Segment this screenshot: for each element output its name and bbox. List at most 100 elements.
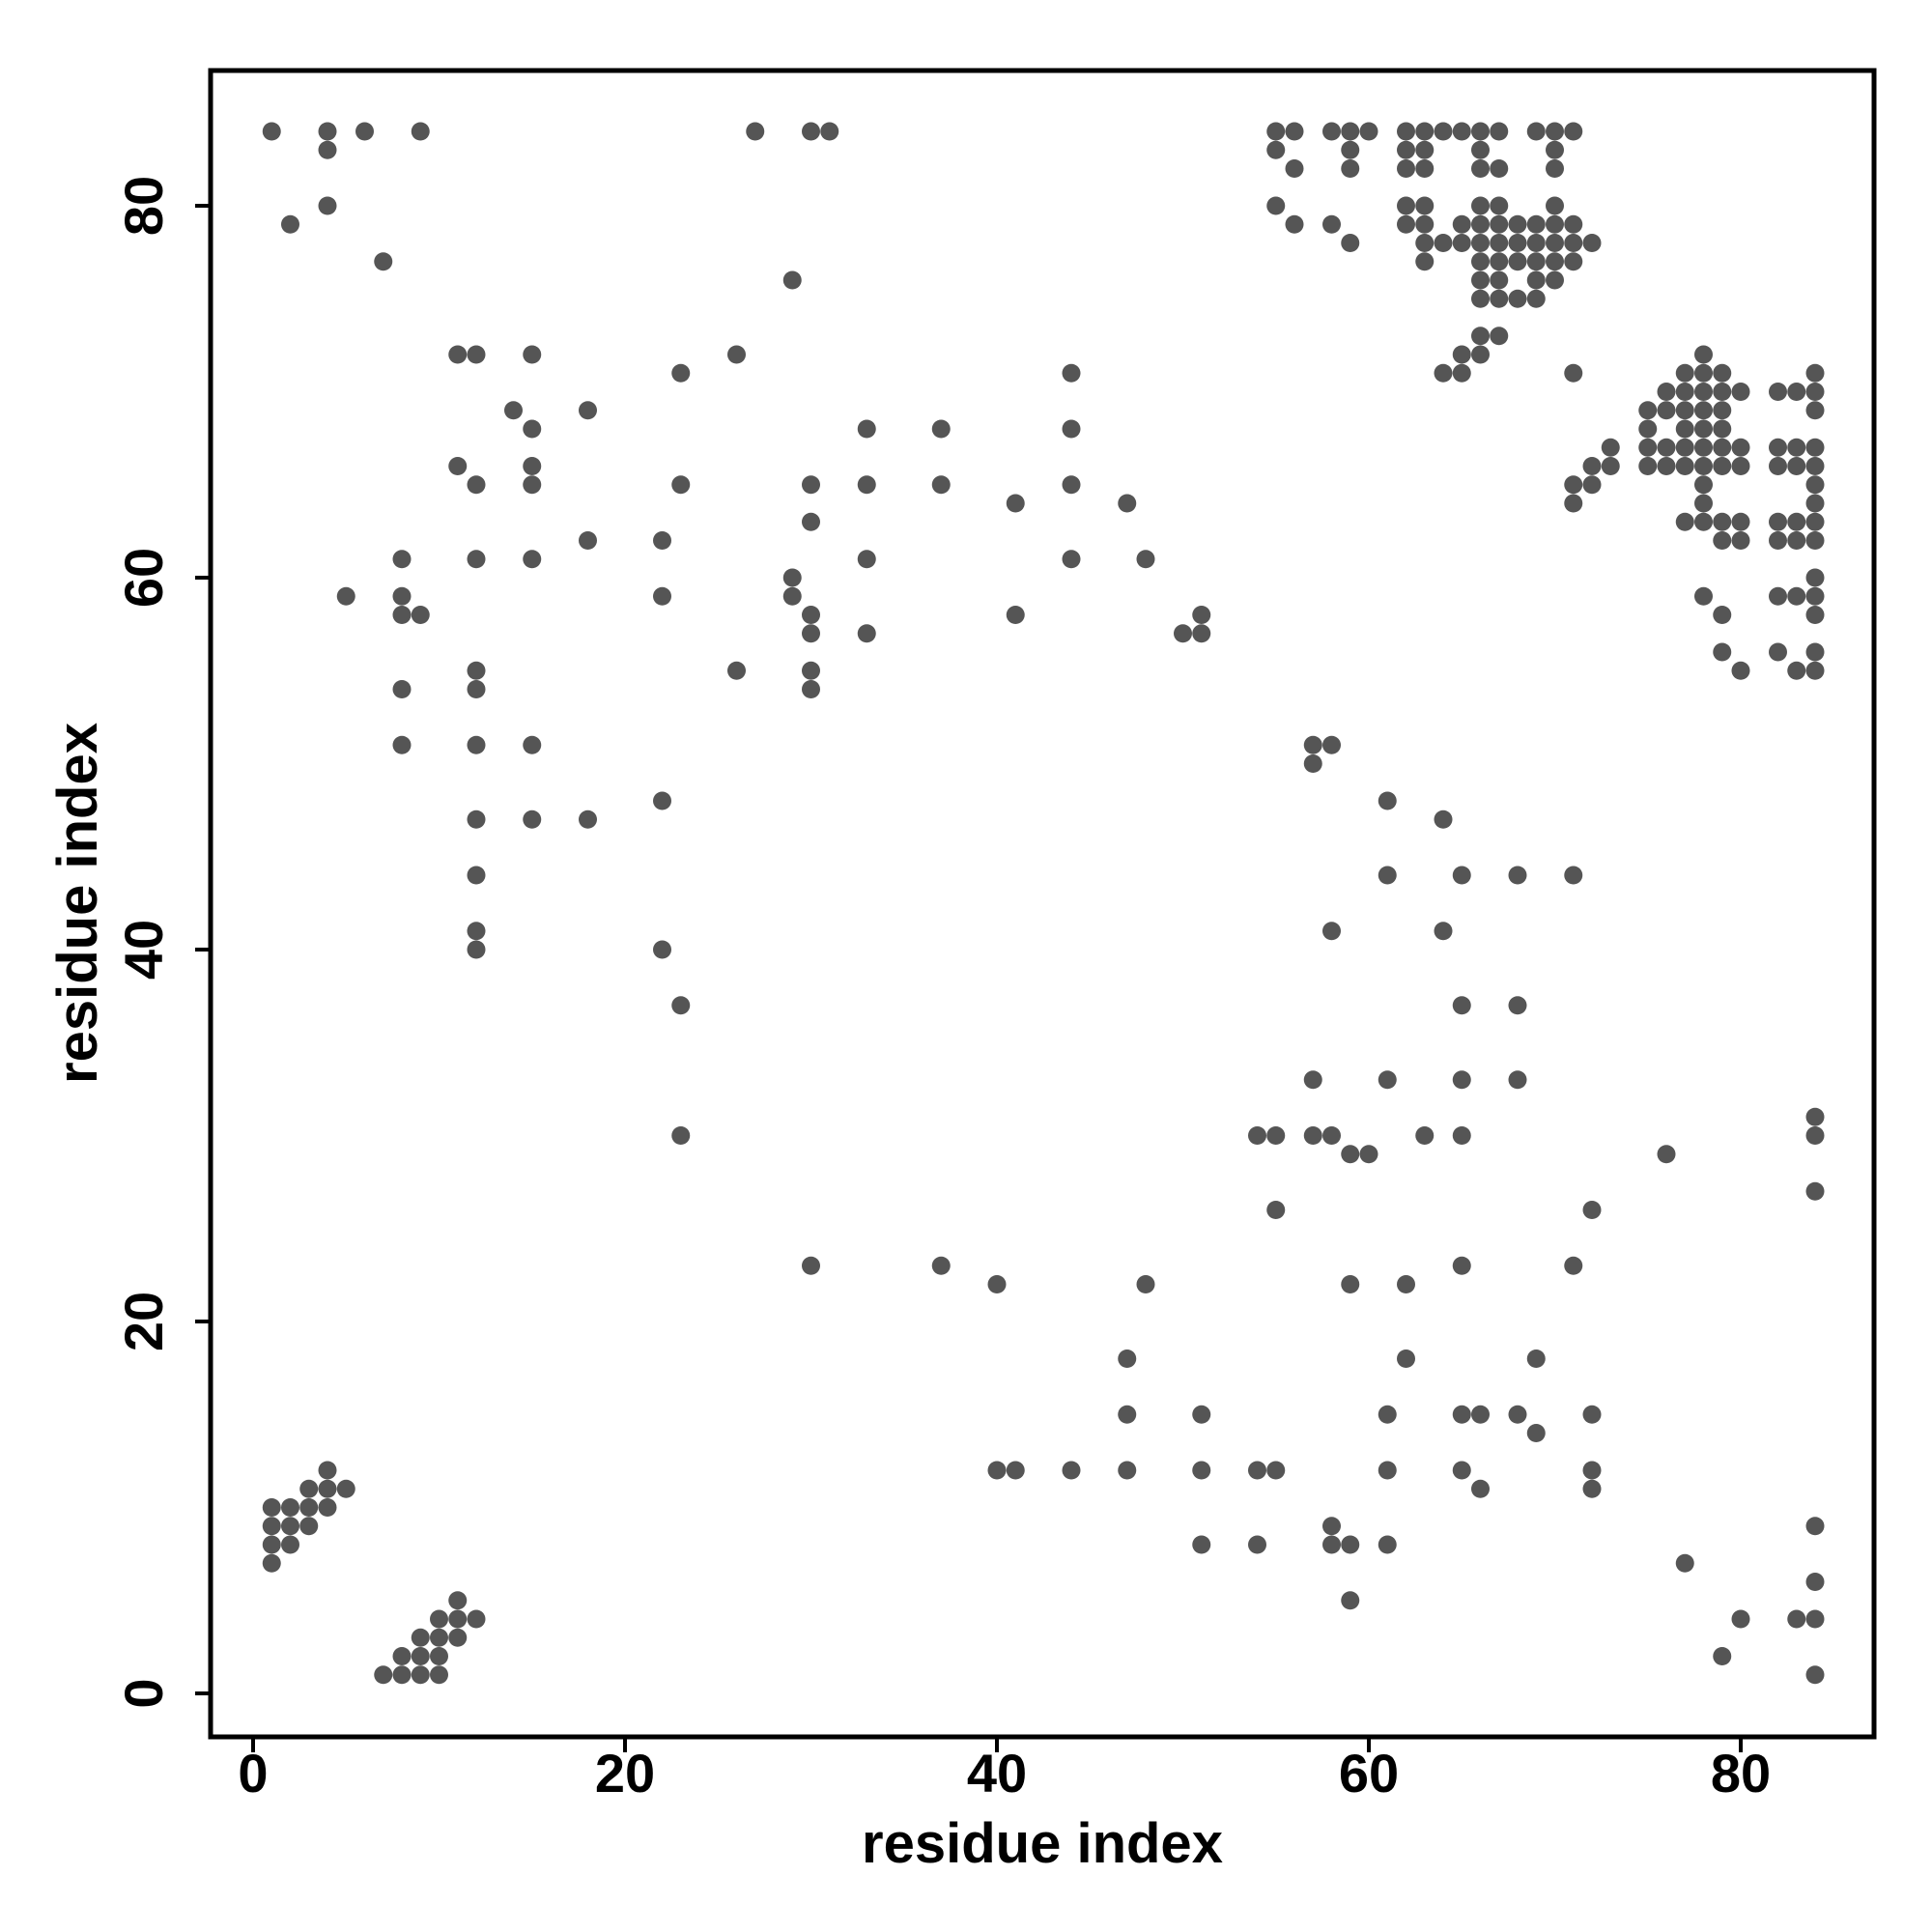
contact-point bbox=[1787, 1609, 1806, 1629]
contact-point bbox=[1564, 494, 1583, 513]
contact-point bbox=[1564, 475, 1583, 495]
contact-point bbox=[1490, 289, 1509, 308]
y-tick-label: 80 bbox=[113, 176, 174, 236]
contact-point bbox=[1805, 457, 1825, 475]
contact-point bbox=[1471, 1479, 1490, 1498]
contact-point bbox=[1805, 1573, 1825, 1591]
contact-point bbox=[1303, 735, 1322, 754]
contact-point bbox=[1713, 419, 1732, 439]
contact-point bbox=[1657, 383, 1676, 401]
contact-point bbox=[1805, 531, 1825, 550]
contact-point bbox=[1546, 140, 1564, 159]
contact-point bbox=[1322, 214, 1341, 234]
contact-point bbox=[1471, 345, 1490, 364]
contact-point bbox=[262, 1553, 281, 1573]
contact-point bbox=[1415, 252, 1435, 271]
contact-point bbox=[1805, 642, 1825, 662]
y-tick-label: 20 bbox=[113, 1292, 174, 1351]
contact-point bbox=[336, 1479, 355, 1498]
contact-point bbox=[1434, 234, 1453, 252]
contact-point bbox=[1508, 866, 1527, 885]
contact-point bbox=[1415, 214, 1435, 234]
contact-point bbox=[727, 345, 746, 364]
contact-point bbox=[1601, 457, 1620, 475]
contact-point bbox=[1415, 159, 1435, 178]
contact-point bbox=[1787, 661, 1806, 680]
contact-point bbox=[467, 661, 486, 680]
contact-point bbox=[579, 401, 597, 420]
contact-point bbox=[1508, 1070, 1527, 1090]
contact-point bbox=[1508, 234, 1527, 252]
contact-point bbox=[392, 1665, 412, 1685]
contact-point bbox=[1490, 159, 1509, 178]
contact-point bbox=[1805, 494, 1825, 513]
contact-point bbox=[1285, 159, 1304, 178]
contact-point bbox=[802, 624, 820, 643]
x-tick-label: 60 bbox=[1339, 1743, 1399, 1804]
contact-point bbox=[467, 735, 486, 754]
contact-point bbox=[1713, 642, 1732, 662]
contact-point bbox=[1452, 1461, 1471, 1480]
contact-point bbox=[1564, 866, 1583, 885]
contact-point bbox=[262, 1517, 281, 1536]
contact-point bbox=[411, 122, 430, 141]
contact-point bbox=[1118, 1350, 1137, 1368]
contact-point bbox=[318, 140, 337, 159]
contact-point bbox=[857, 475, 876, 495]
contact-point bbox=[1805, 475, 1825, 495]
contact-point bbox=[1526, 234, 1546, 252]
contact-point bbox=[336, 586, 355, 606]
contact-point bbox=[430, 1665, 448, 1685]
contact-point bbox=[1805, 1107, 1825, 1126]
contact-point bbox=[1731, 512, 1750, 531]
contact-point bbox=[1675, 457, 1694, 475]
contact-point bbox=[802, 122, 820, 141]
contact-point bbox=[1508, 214, 1527, 234]
contact-point bbox=[931, 475, 951, 495]
contact-point bbox=[523, 735, 542, 754]
contact-point bbox=[1787, 531, 1806, 550]
contact-point bbox=[504, 401, 523, 420]
contact-point bbox=[653, 940, 671, 959]
contact-point bbox=[1769, 457, 1787, 475]
contact-point bbox=[392, 680, 412, 698]
contact-point bbox=[1564, 234, 1583, 252]
contact-point bbox=[1266, 140, 1286, 159]
contact-point bbox=[1526, 289, 1546, 308]
contact-point bbox=[1582, 475, 1602, 495]
contact-point bbox=[987, 1461, 1007, 1480]
contact-point bbox=[1675, 401, 1694, 420]
contact-point bbox=[802, 1256, 820, 1275]
contact-point bbox=[523, 345, 542, 364]
contact-point bbox=[931, 1256, 951, 1275]
contact-point bbox=[727, 661, 746, 680]
contact-point bbox=[1546, 196, 1564, 215]
contact-point bbox=[1805, 512, 1825, 531]
contact-point bbox=[1452, 234, 1471, 252]
x-axis: 0 20 40 60 80 bbox=[238, 1735, 1771, 1804]
contact-point bbox=[1397, 140, 1415, 159]
contact-point bbox=[1266, 122, 1286, 141]
contact-point bbox=[579, 810, 597, 829]
contact-point bbox=[1731, 438, 1750, 457]
contact-point bbox=[1378, 1405, 1397, 1424]
contact-point bbox=[1694, 438, 1713, 457]
contact-point bbox=[1452, 996, 1471, 1015]
contact-point bbox=[1582, 457, 1602, 475]
contact-point bbox=[1397, 159, 1415, 178]
contact-point bbox=[1303, 1070, 1322, 1090]
contact-point bbox=[1490, 234, 1509, 252]
contact-point bbox=[1341, 234, 1360, 252]
contact-point bbox=[467, 810, 486, 829]
contact-point bbox=[1397, 1350, 1415, 1368]
contact-point bbox=[1805, 401, 1825, 420]
contact-point bbox=[1136, 550, 1155, 569]
contact-point bbox=[1805, 1609, 1825, 1629]
contact-point bbox=[1526, 270, 1546, 290]
contact-point bbox=[1582, 1201, 1602, 1219]
contact-point bbox=[1731, 457, 1750, 475]
contact-point bbox=[1546, 252, 1564, 271]
contact-point bbox=[1192, 1461, 1211, 1480]
contact-point bbox=[1415, 196, 1435, 215]
contact-point bbox=[1526, 252, 1546, 271]
